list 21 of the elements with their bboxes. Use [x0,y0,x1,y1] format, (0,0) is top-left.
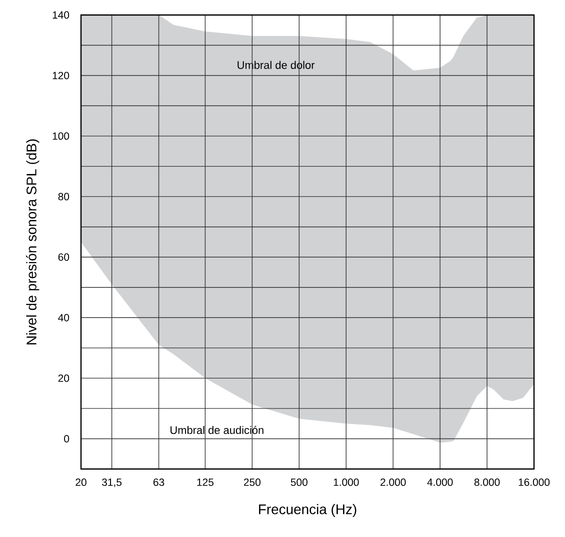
y-tick-label: 60 [58,253,70,261]
y-tick-label: 140 [52,11,70,19]
y-tick-label: 80 [58,192,70,200]
y-axis-title: Nivel de presión sonora SPL (dB) [26,139,40,344]
y-tick-label: 120 [52,72,70,80]
y-tick-label: 20 [58,374,70,382]
x-tick-label: 500 [290,478,308,486]
x-tick-label: 63 [153,478,164,486]
x-tick-label: 125 [197,478,214,486]
x-tick-label: 20 [76,478,86,486]
y-tick-label: 40 [58,314,70,322]
x-tick-label: 8.000 [474,478,500,486]
x-tick-label: 16.000 [518,478,550,486]
x-tick-label: 250 [244,478,260,486]
x-tick-label: 1.000 [334,478,359,486]
x-tick-label: 4.000 [427,478,453,486]
x-tick-label: 31,5 [102,478,122,488]
x-axis-title: Frecuencia (Hz) [259,504,356,517]
y-tick-label: 100 [52,132,70,140]
x-tick-label: 2.000 [380,478,406,486]
y-tick-label: 0 [64,435,70,442]
